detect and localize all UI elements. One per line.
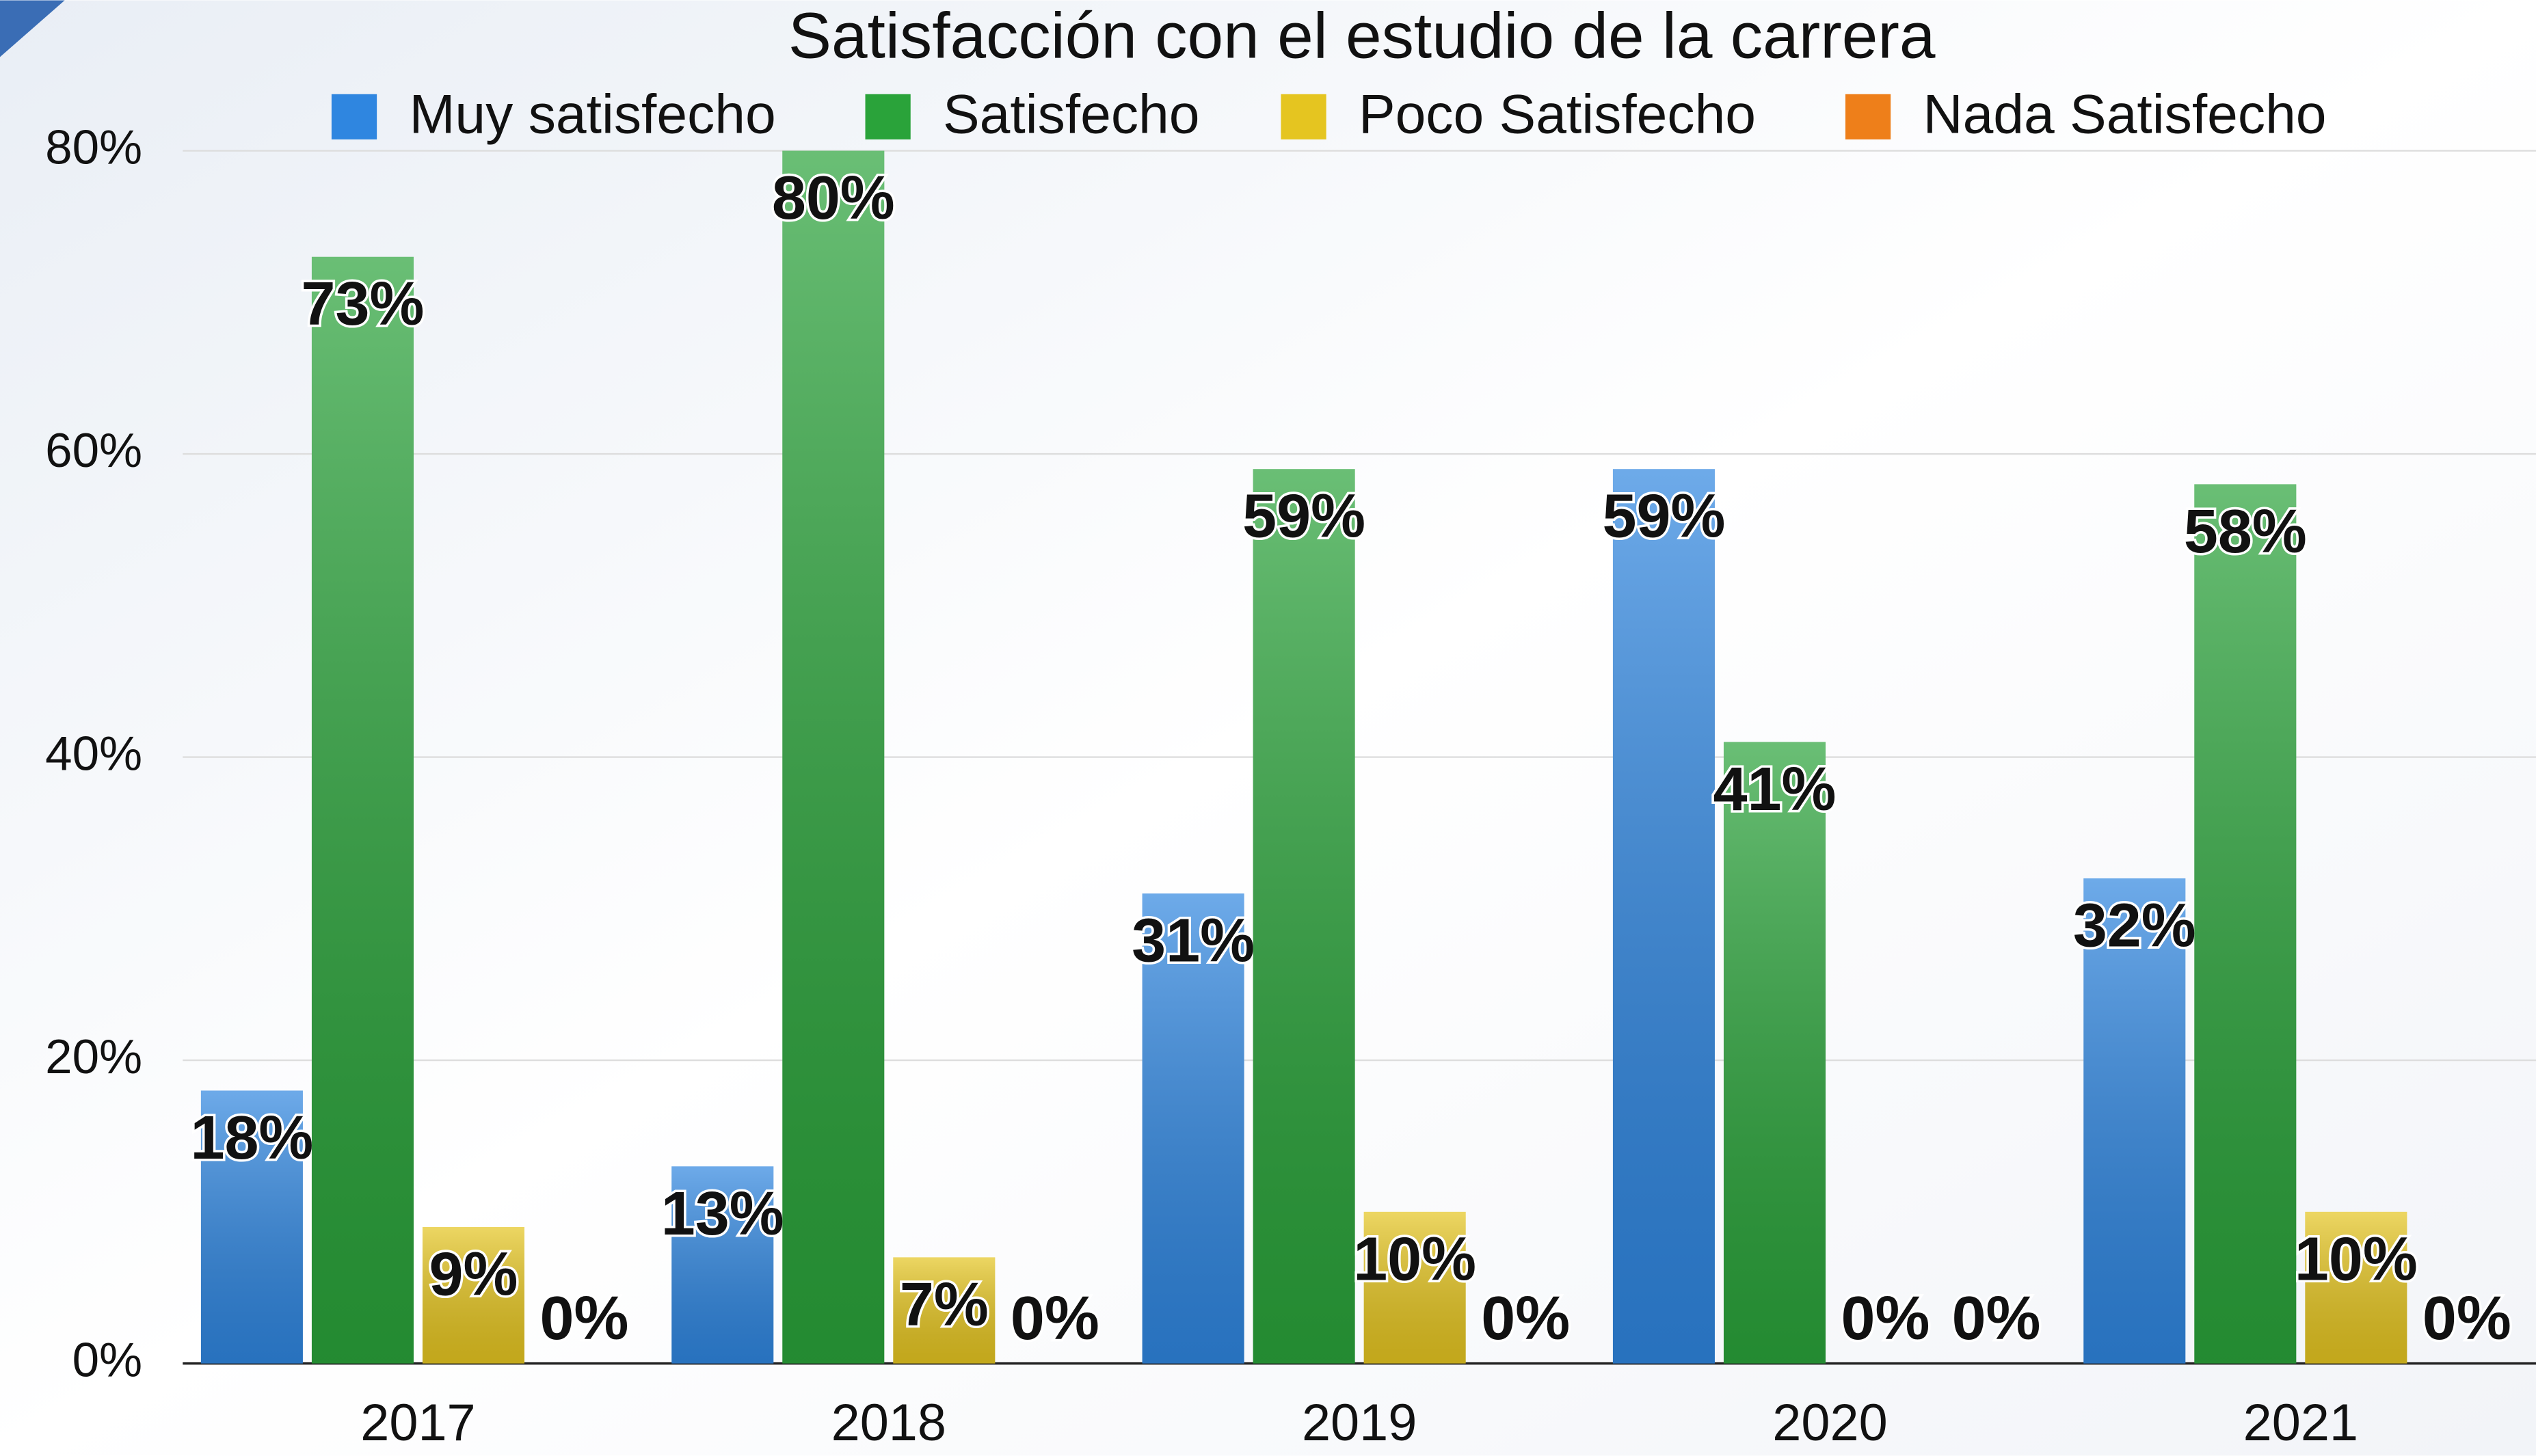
bar-shine	[1612, 469, 1715, 1364]
bar-shine	[311, 256, 414, 1364]
bar-shine	[782, 150, 885, 1364]
data-label: 41%	[1713, 755, 1837, 824]
x-tick-label: 2017	[360, 1394, 475, 1452]
bar-shine	[1723, 742, 1826, 1364]
data-label: 59%	[1602, 483, 1725, 551]
data-label: 13%	[661, 1180, 784, 1248]
data-label: 7%	[900, 1271, 989, 1339]
legend-label: Nada Satisfecho	[1923, 83, 2327, 145]
bar-shine	[1142, 893, 1244, 1364]
bar-shine	[422, 1227, 524, 1364]
legend-label: Poco Satisfecho	[1359, 83, 1756, 145]
y-tick-label: 60%	[45, 424, 142, 478]
data-label: 0%	[1841, 1284, 1930, 1353]
data-label: 32%	[2073, 891, 2196, 960]
data-label: 80%	[772, 164, 895, 232]
x-tick-label: 2021	[2243, 1394, 2358, 1452]
data-label: 0%	[1011, 1284, 1099, 1353]
legend-label: Muy satisfecho	[409, 83, 775, 145]
y-tick-label: 40%	[45, 727, 142, 781]
data-label: 9%	[429, 1240, 518, 1308]
bar-shine	[2194, 484, 2297, 1364]
data-label: 59%	[1242, 483, 1365, 551]
bar-shine	[2083, 878, 2186, 1364]
data-label: 0%	[1952, 1284, 2041, 1353]
legend-label: Satisfecho	[943, 83, 1199, 145]
data-label: 73%	[302, 270, 425, 338]
x-tick-label: 2019	[1302, 1394, 1417, 1452]
legend-swatch	[1281, 94, 1326, 139]
data-label: 58%	[2184, 498, 2307, 566]
data-label: 10%	[1353, 1225, 1476, 1293]
data-label: 31%	[1132, 907, 1255, 975]
y-tick-label: 80%	[45, 120, 142, 174]
data-label: 18%	[190, 1104, 313, 1172]
data-label: 0%	[540, 1284, 629, 1353]
chart-title: Satisfacción con el estudio de la carrer…	[788, 0, 1936, 72]
legend-swatch	[1845, 94, 1891, 139]
x-tick-label: 2018	[831, 1394, 946, 1452]
bar-shine	[893, 1257, 996, 1364]
y-tick-label: 20%	[45, 1030, 142, 1084]
bar-shine	[2305, 1211, 2407, 1364]
bar-shine	[671, 1166, 774, 1364]
bar-shine	[1253, 469, 1355, 1364]
bar-shine	[1363, 1211, 1466, 1364]
data-label: 10%	[2295, 1225, 2418, 1293]
x-tick-label: 2020	[1772, 1394, 1887, 1452]
bar-shine	[200, 1090, 303, 1364]
y-tick-label: 0%	[72, 1333, 143, 1387]
data-label: 0%	[1481, 1284, 1570, 1353]
legend-swatch	[331, 94, 377, 139]
legend-swatch	[865, 94, 911, 139]
data-label: 0%	[2422, 1284, 2511, 1353]
